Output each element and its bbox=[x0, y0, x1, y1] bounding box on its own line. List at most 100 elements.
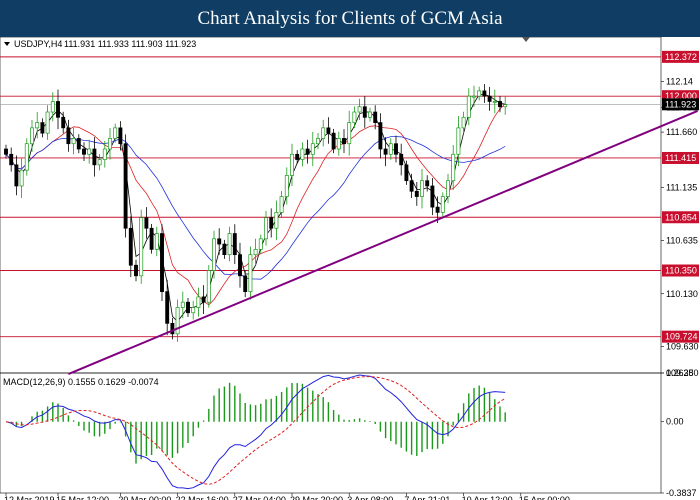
candle-body-0 bbox=[4, 148, 8, 155]
candle-body-37 bbox=[196, 296, 201, 308]
level-tag-4 bbox=[662, 264, 699, 277]
candlesticks bbox=[4, 84, 508, 342]
chart-symbol-label: USDJPY,H4 bbox=[14, 39, 62, 49]
candle-body-67 bbox=[352, 111, 357, 123]
candle-body-9 bbox=[50, 101, 55, 113]
candle-body-53 bbox=[279, 196, 284, 213]
candle-body-28 bbox=[149, 227, 154, 250]
candle-body-49 bbox=[258, 238, 263, 250]
candle-body-61 bbox=[321, 127, 326, 139]
candle-body-21 bbox=[113, 127, 118, 139]
current-price-tag bbox=[662, 98, 699, 111]
candle-body-8 bbox=[45, 111, 50, 134]
candle-body-39 bbox=[206, 270, 211, 303]
macd-tick-label-0: 0.2625 bbox=[666, 368, 694, 378]
candle-body-46 bbox=[243, 275, 248, 292]
candle-body-55 bbox=[290, 153, 294, 176]
support-trendline[interactable] bbox=[68, 110, 698, 375]
time-tick-label-5: 29 Mar 20:00 bbox=[290, 495, 343, 500]
candle-body-75 bbox=[394, 143, 398, 155]
level-tag-label-5: 109.724 bbox=[665, 332, 698, 342]
candle-body-43 bbox=[227, 233, 232, 256]
candle-body-40 bbox=[212, 238, 216, 271]
time-tick-label-9: 15 Apr 00:00 bbox=[519, 495, 570, 500]
trading-chart[interactable]: 112.14111.895111.660111.135110.635110.13… bbox=[0, 37, 700, 500]
level-tag-label-3: 110.854 bbox=[665, 212, 697, 222]
macd-signal-line bbox=[5, 376, 506, 485]
candle-body-33 bbox=[175, 307, 180, 335]
candle-body-52 bbox=[274, 212, 279, 229]
candle-body-76 bbox=[399, 153, 404, 166]
candle-body-54 bbox=[284, 175, 289, 197]
candle-body-45 bbox=[238, 254, 242, 277]
candle-body-18 bbox=[97, 159, 102, 166]
candle-body-78 bbox=[409, 180, 414, 192]
macd-indicator: 0.2625 0.00 -0.3837 bbox=[5, 368, 697, 498]
price-tick-label-0: 112.14 bbox=[666, 76, 693, 86]
chart-ohlc-values: 111.931 111.933 111.903 111.923 bbox=[64, 39, 196, 49]
price-tick-label-3: 111.135 bbox=[666, 183, 697, 193]
candle-body-94 bbox=[492, 101, 497, 103]
candle-body-30 bbox=[160, 233, 164, 292]
candle-body-25 bbox=[134, 264, 138, 277]
candle-body-27 bbox=[144, 217, 149, 229]
macd-label: MACD(12,26,9) 0.1555 0.1629 -0.0074 bbox=[3, 377, 159, 387]
candle-body-2 bbox=[14, 164, 19, 187]
trendline-group[interactable] bbox=[68, 110, 698, 375]
candle-body-83 bbox=[435, 206, 440, 213]
chart-banner-title: Chart Analysis for Clients of GCM Asia bbox=[0, 0, 700, 37]
candle-body-34 bbox=[180, 301, 185, 308]
candle-body-87 bbox=[456, 127, 461, 155]
candle-body-57 bbox=[300, 148, 305, 160]
candle-body-48 bbox=[253, 249, 258, 256]
candle-body-6 bbox=[35, 122, 40, 129]
candle-body-65 bbox=[342, 138, 346, 145]
candle-body-42 bbox=[222, 243, 227, 256]
current-price-tag-label: 111.923 bbox=[665, 99, 696, 109]
candle-body-89 bbox=[466, 95, 471, 118]
price-tick-label-2: 111.660 bbox=[666, 127, 697, 137]
candle-body-1 bbox=[9, 153, 14, 166]
candle-body-74 bbox=[388, 143, 393, 155]
candle-body-17 bbox=[92, 148, 97, 166]
candle-body-35 bbox=[186, 301, 190, 314]
candle-body-71 bbox=[373, 111, 378, 123]
candle-body-62 bbox=[326, 127, 331, 134]
candle-body-32 bbox=[170, 322, 175, 335]
candle-body-85 bbox=[446, 180, 450, 197]
candle-body-4 bbox=[24, 143, 29, 171]
candle-body-82 bbox=[430, 185, 435, 208]
time-tick-label-4: 27 Mar 04:00 bbox=[233, 495, 286, 500]
candle-body-31 bbox=[165, 291, 170, 324]
chart-shift-icon bbox=[522, 37, 530, 42]
candle-body-64 bbox=[336, 138, 341, 150]
candle-body-29 bbox=[154, 233, 159, 250]
candle-body-24 bbox=[128, 227, 133, 266]
candle-body-23 bbox=[123, 143, 128, 229]
candle-body-14 bbox=[76, 138, 81, 150]
candle-body-22 bbox=[118, 127, 123, 145]
macd-tick-label-1: 0.00 bbox=[666, 417, 684, 427]
candle-body-92 bbox=[482, 90, 487, 97]
level-tag-label-4: 110.350 bbox=[665, 266, 697, 276]
time-tick-label-1: 15 Mar 12:00 bbox=[56, 495, 109, 500]
candle-body-68 bbox=[357, 106, 362, 113]
candle-body-93 bbox=[487, 95, 492, 102]
candle-body-51 bbox=[269, 217, 274, 229]
candle-body-79 bbox=[414, 190, 419, 197]
candle-body-56 bbox=[295, 153, 300, 160]
candle-body-13 bbox=[71, 138, 76, 145]
candle-body-12 bbox=[66, 127, 71, 145]
horizontal-levels bbox=[0, 56, 661, 338]
candle-body-66 bbox=[347, 122, 352, 145]
candle-body-44 bbox=[232, 233, 237, 256]
level-tag-5 bbox=[662, 330, 699, 343]
candle-body-7 bbox=[40, 122, 45, 134]
symbol-dropdown-icon[interactable] bbox=[4, 42, 10, 46]
candle-body-86 bbox=[451, 153, 456, 182]
time-tick-label-3: 22 Mar 16:00 bbox=[176, 495, 229, 500]
candle-body-73 bbox=[383, 148, 388, 155]
candle-body-19 bbox=[102, 148, 107, 160]
candle-body-69 bbox=[362, 106, 367, 118]
candle-body-80 bbox=[420, 180, 424, 197]
